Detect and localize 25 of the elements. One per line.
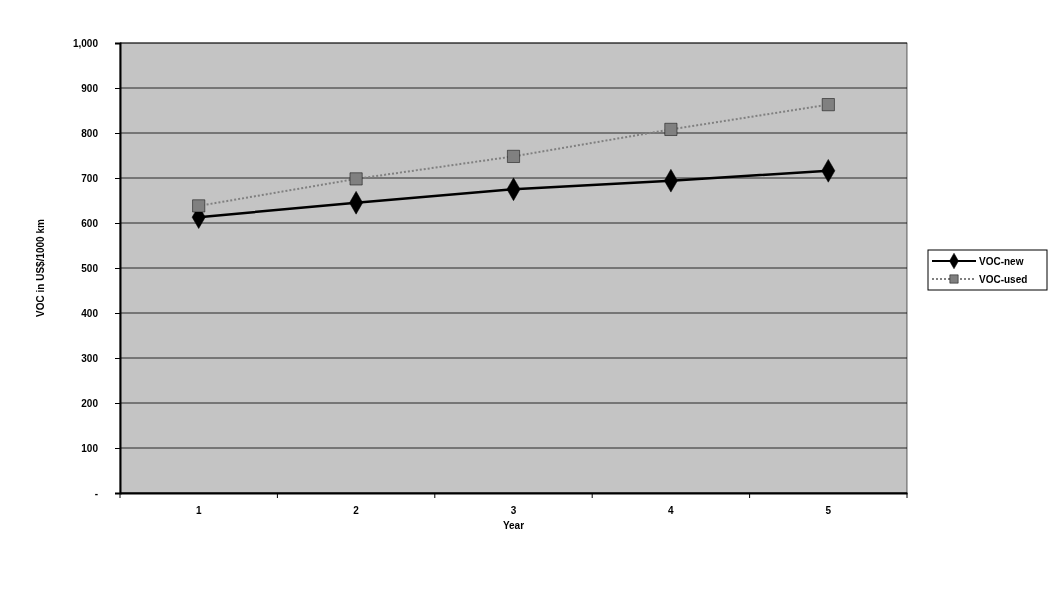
y-tick-label: 1,000 xyxy=(72,37,99,49)
point xyxy=(349,172,363,186)
y-axis-title: VOC in US$/1000 km xyxy=(35,218,46,317)
x-tick-label: 4 xyxy=(668,505,675,517)
x-tick-label: 5 xyxy=(825,505,832,517)
point xyxy=(507,150,520,163)
y-tick-label: 200 xyxy=(81,397,99,409)
point xyxy=(192,199,206,213)
y-tick-label: 500 xyxy=(81,262,99,274)
point xyxy=(821,98,835,112)
x-tick-label: 1 xyxy=(195,505,202,517)
legend-label: VOC-used xyxy=(979,274,1028,285)
y-tick-label: 400 xyxy=(81,307,99,319)
x-axis-title: Year xyxy=(502,520,525,531)
legend-label: VOC-new xyxy=(979,256,1024,267)
y-tick-label: 900 xyxy=(81,82,99,94)
y-tick-label: 600 xyxy=(81,217,99,229)
y-tick-label: 700 xyxy=(81,172,99,184)
x-tick-label: 3 xyxy=(510,505,517,517)
point xyxy=(664,123,678,136)
y-tick-label: 300 xyxy=(81,352,99,364)
x-tick-label: 2 xyxy=(353,505,360,517)
y-tick-label: - xyxy=(94,487,98,499)
y-tick-label: 100 xyxy=(81,442,99,454)
y-tick-label: 800 xyxy=(81,127,99,139)
